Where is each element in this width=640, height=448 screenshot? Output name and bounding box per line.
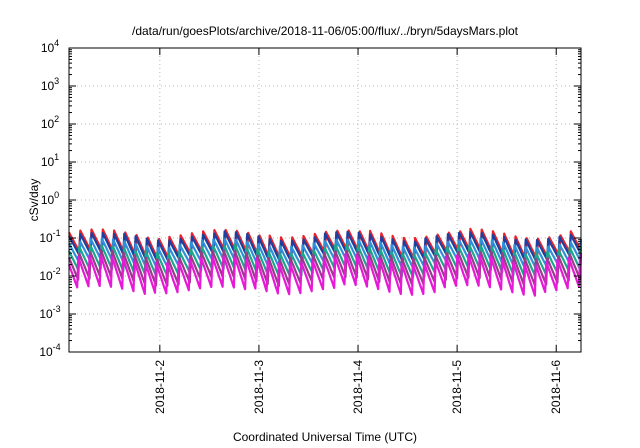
chart-title: /data/run/goesPlots/archive/2018-11-06/0… <box>132 24 519 38</box>
x-tick-label: 2018-11-6 <box>549 360 563 414</box>
series-line-2 <box>68 237 583 270</box>
series-line-5 <box>67 253 583 297</box>
x-tick-label: 2018-11-4 <box>351 360 365 414</box>
x-tick-label: 2018-11-2 <box>153 360 167 414</box>
x-tick-label: 2018-11-3 <box>252 360 266 414</box>
y-tick-label: 10-1 <box>39 228 60 245</box>
series-line-1 <box>68 230 582 264</box>
y-tick-label: 101 <box>41 152 59 169</box>
y-axis-ticks: 10-4 10-3 10-2 10-1 100 101 102 103 104 <box>39 38 581 359</box>
series-line-3 <box>68 243 583 279</box>
x-axis-label: Coordinated Universal Time (UTC) <box>233 430 417 444</box>
y-tick-label: 10-2 <box>39 266 60 283</box>
plot-area <box>67 227 583 297</box>
y-axis-label: cSv/day <box>27 179 41 222</box>
y-tick-label: 103 <box>41 76 59 93</box>
y-tick-label: 10-4 <box>39 342 60 359</box>
x-axis-ticks: 2018-11-2 2018-11-3 2018-11-4 2018-11-5 2018… <box>153 48 563 414</box>
y-tick-label: 104 <box>41 38 59 55</box>
grid-lines <box>69 48 581 352</box>
y-tick-label: 102 <box>41 114 59 131</box>
x-tick-label: 2018-11-5 <box>450 360 464 414</box>
y-tick-label: 100 <box>41 190 59 207</box>
y-tick-label: 10-3 <box>39 304 60 321</box>
